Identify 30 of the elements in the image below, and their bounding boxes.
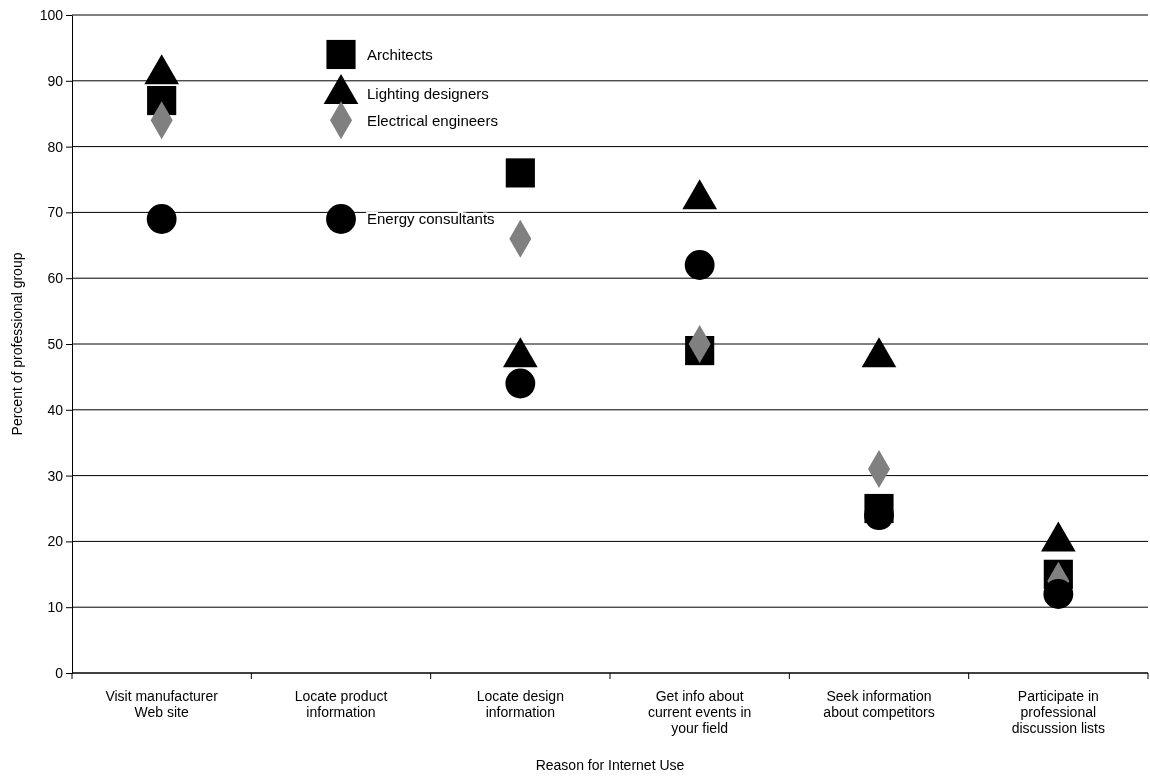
y-tick-label: 80 xyxy=(47,138,64,155)
y-tick-label: 90 xyxy=(47,72,64,89)
x-tick-label: Locate design information xyxy=(476,688,564,720)
point xyxy=(505,158,535,188)
series-label: Energy consultants xyxy=(367,210,495,228)
x-tick-label: Participate in professional discussion lists xyxy=(1011,688,1106,736)
y-axis-title: Percent of professional group xyxy=(9,252,25,436)
series-label: Lighting designers xyxy=(367,85,489,103)
x-tick-label: Get info about current events in your field xyxy=(647,688,752,736)
x-tick-label: Visit manufacturer Web site xyxy=(105,688,219,720)
point xyxy=(505,368,536,399)
point xyxy=(326,204,356,234)
point xyxy=(326,39,356,70)
y-tick-label: 40 xyxy=(47,401,64,418)
y-tick-label: 50 xyxy=(47,335,64,352)
y-tick-label: 20 xyxy=(47,533,64,550)
x-axis-title: Reason for Internet Use xyxy=(535,757,685,773)
y-tick-label: 70 xyxy=(47,204,64,221)
y-tick-label: 0 xyxy=(55,664,64,681)
series-label: Architects xyxy=(367,45,433,63)
point xyxy=(146,204,177,234)
x-tick-label: Seek information about competitors xyxy=(823,688,935,720)
y-tick-label: 30 xyxy=(47,467,64,484)
series-label: Electrical engineers xyxy=(367,111,498,129)
point xyxy=(1043,579,1074,609)
y-tick-label: 10 xyxy=(47,599,64,616)
y-tick-label: 100 xyxy=(39,6,64,23)
point xyxy=(684,250,715,280)
y-tick-label: 60 xyxy=(47,270,64,287)
x-tick-label: Locate product information xyxy=(294,688,388,720)
